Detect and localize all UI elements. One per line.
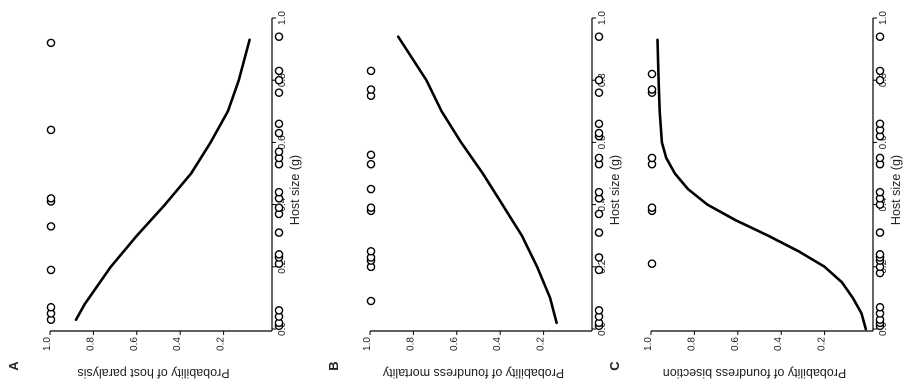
x-tick-label: 0.6 [277,135,288,149]
data-point [875,119,885,129]
fitted-curve [74,38,251,321]
data-point [274,228,284,237]
data-point [366,203,376,213]
y-tick-label: 1.0 [362,337,373,351]
data-point [46,222,56,231]
panel-letter: A [6,361,21,371]
data-point [366,150,376,160]
x-tick-label: 0.6 [597,135,608,149]
data-point [594,88,604,97]
data-point [594,253,604,262]
data-point [647,203,657,213]
panel-letter: B [326,361,341,370]
x-tick-label: 1.0 [878,11,889,25]
data-point [594,153,604,163]
x-tick-label: 0.4 [277,197,288,211]
x-tick-label: 0.4 [597,197,608,211]
data-point [366,85,376,94]
data-point [875,32,885,41]
data-point [366,66,376,76]
data-point [366,184,376,194]
x-tick-label: 0.2 [277,259,288,273]
data-point [274,88,284,97]
y-tick-label: 0.4 [773,337,784,351]
data-point [594,187,604,197]
y-tick-label: 1.0 [643,337,654,351]
x-tick-label: 0.6 [878,135,889,149]
data-point [875,153,885,163]
y-tick-label: 0.8 [85,337,96,351]
panels-group: 0.0 0.2 0.4 0.6 0.8 1.0 0.2 0.4 0.6 0.8 1.0 Host si… [6,11,903,380]
data-point [647,69,657,79]
y-tick-label: 0.8 [405,337,416,351]
data-point [46,302,56,312]
data-point [274,32,284,41]
y-tick-label: 0.6 [730,337,741,351]
y-tick-label: 0.2 [536,337,547,351]
data-point [647,85,657,94]
data-point [46,265,56,275]
y-tick-label: 0.2 [817,337,828,351]
data-point [366,159,376,169]
data-point [875,250,885,259]
y-tick-label: 0.4 [172,337,183,351]
data-point [274,119,284,129]
data-point [274,203,284,213]
data-point [366,296,376,306]
data-point [594,128,604,138]
data-point [46,125,56,135]
x-tick-label: 0.0 [878,322,889,336]
y-tick-label: 0.4 [492,337,503,351]
x-axis-title: Host size (g) [889,155,903,225]
y-tick-label: 0.8 [686,337,697,351]
data-point [594,306,604,315]
data-point [875,228,885,237]
data-point [46,194,56,203]
data-point [594,209,604,219]
data-point [594,32,604,41]
x-tick-label: 0.2 [597,259,608,273]
data-point [366,246,376,256]
data-point [274,147,284,157]
y-axis-title: Probability of host paralysis [77,366,229,380]
data-point [647,259,657,268]
x-axis-title: Host size (g) [608,155,622,225]
y-axis-title: Probability of foundress bisection [663,366,846,380]
x-tick-label: 1.0 [277,11,288,25]
x-tick-label: 0.0 [277,322,288,336]
fitted-curve [396,35,558,325]
y-tick-label: 0.6 [129,337,140,351]
y-tick-label: 0.6 [449,337,460,351]
data-point [875,75,885,85]
y-tick-label: 1.0 [42,337,53,351]
y-axis-title: Probability of foundress mortality [382,366,564,380]
fitted-curve [656,38,868,331]
data-point [274,250,284,259]
x-tick-label: 1.0 [597,11,608,25]
y-tick-label: 0.2 [216,337,227,351]
data-point [594,228,604,237]
data-point [594,265,604,275]
data-point [875,187,885,197]
data-point [274,187,284,197]
x-tick-label: 0.0 [597,322,608,336]
data-point [274,75,284,85]
data-point [647,153,657,163]
data-point [46,38,56,48]
data-point [274,66,284,76]
x-axis-title: Host size (g) [288,155,302,225]
data-point [594,75,604,85]
data-point [274,306,284,315]
data-point [875,66,885,76]
data-point [594,119,604,129]
data-point [274,128,284,138]
panel-letter: C [607,361,622,371]
data-point [875,302,885,312]
